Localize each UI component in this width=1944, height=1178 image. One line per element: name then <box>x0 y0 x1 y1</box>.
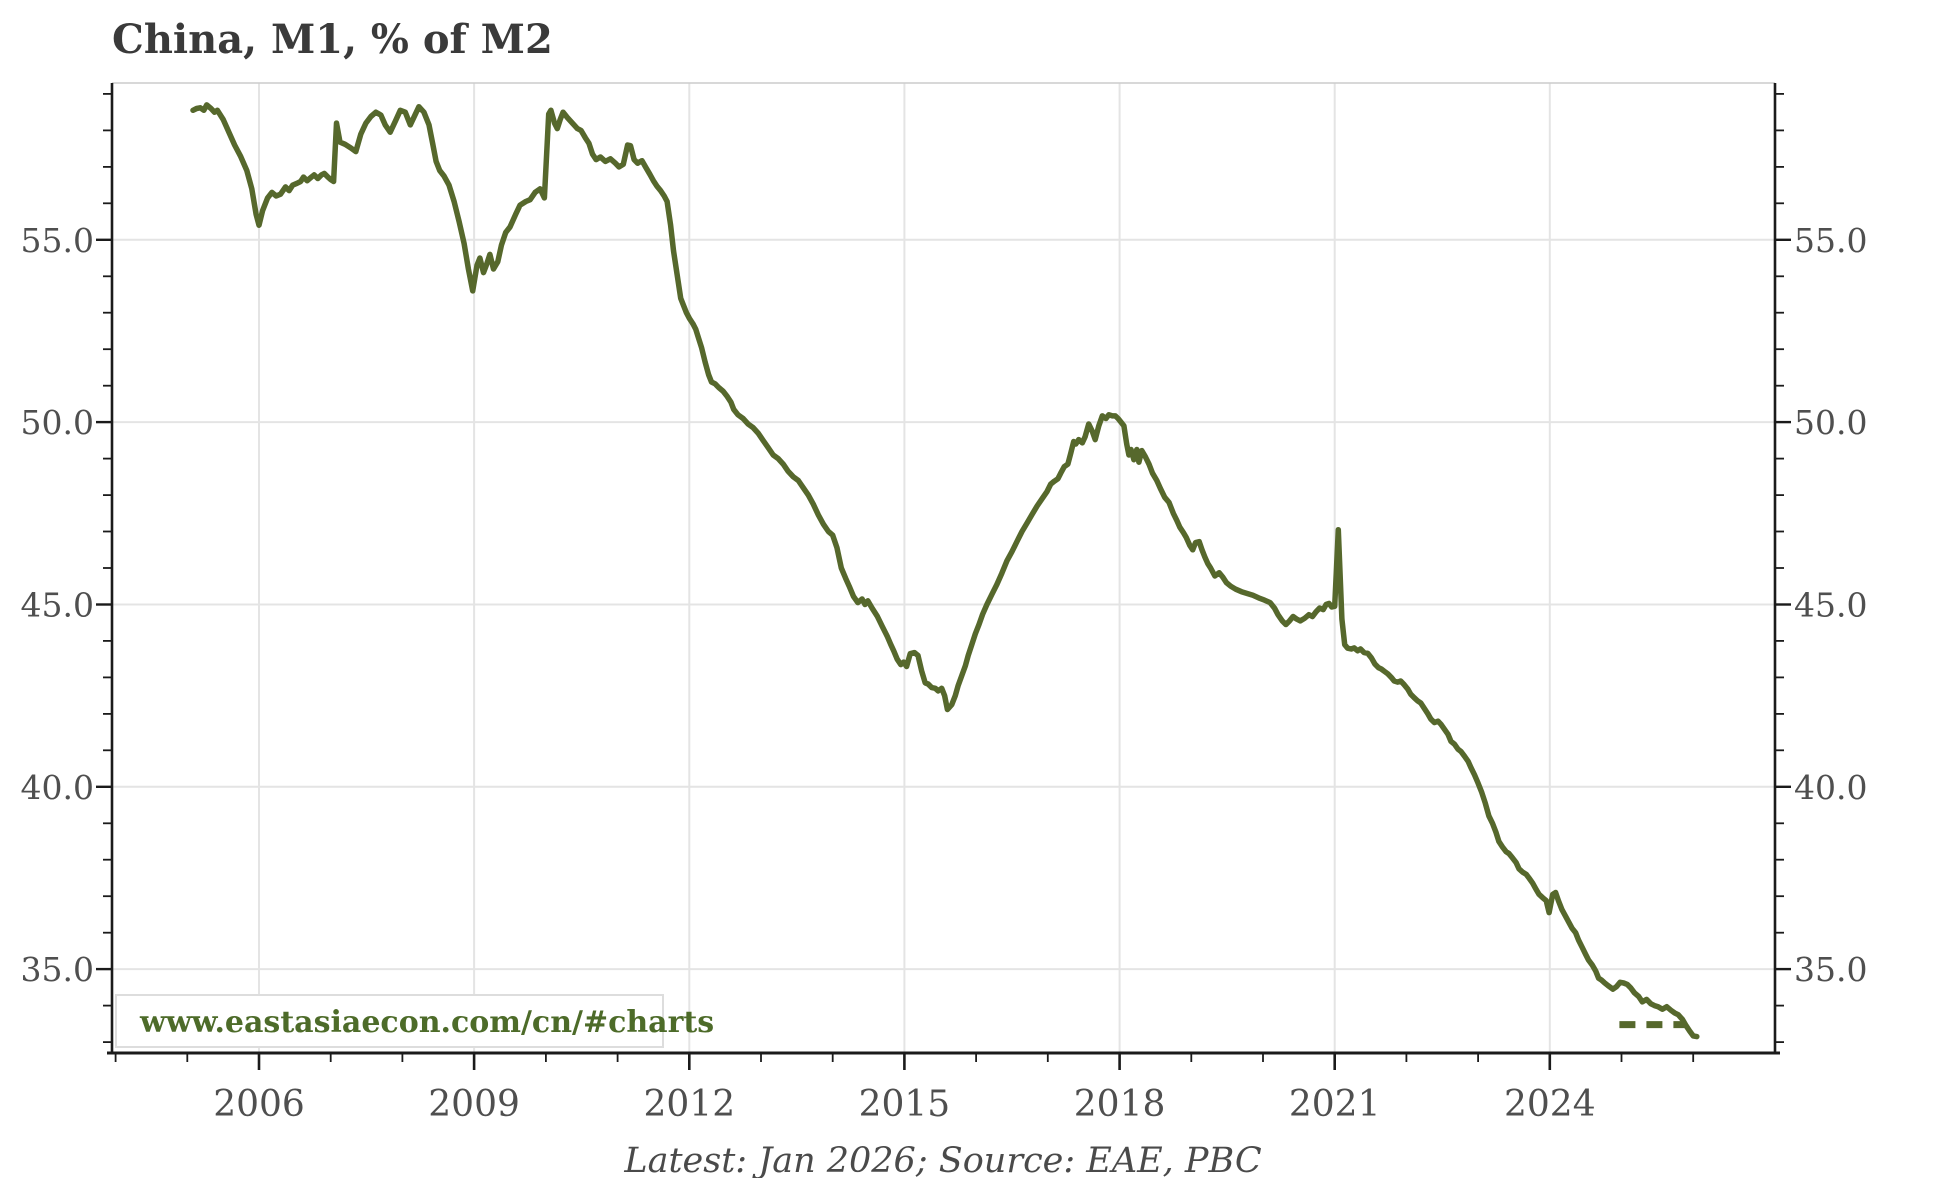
tick-labels: 35.0 35.0 40.0 40.0 45.0 45.0 50.0 50.0 55.0 55.0… <box>21 221 1868 1125</box>
x-tick-label: 2015 <box>859 1084 951 1125</box>
y-tick-label-left: 50.0 <box>21 403 94 442</box>
y-tick-label-left: 55.0 <box>21 221 94 260</box>
y-tick-label-left: 40.0 <box>21 768 94 807</box>
x-tick-label: 2009 <box>428 1084 520 1125</box>
x-tick-label: 2006 <box>213 1084 305 1125</box>
y-tick-label-right: 35.0 <box>1794 950 1867 989</box>
y-tick-label-left: 45.0 <box>21 586 94 625</box>
y-tick-label-right: 50.0 <box>1794 403 1867 442</box>
x-tick-label: 2024 <box>1504 1084 1596 1125</box>
x-tick-label: 2021 <box>1289 1084 1381 1125</box>
y-tick-label-left: 35.0 <box>21 950 94 989</box>
m1-m2-line <box>190 102 1700 1040</box>
data-series <box>190 102 1700 1040</box>
y-tick-label-right: 45.0 <box>1794 586 1867 625</box>
watermark: www.eastasiaecon.com/cn/#charts <box>115 994 714 1048</box>
axes-and-ticks <box>96 82 1791 1070</box>
chart-title: China, M1, % of M2 <box>112 16 553 63</box>
chart-caption: Latest: Jan 2026; Source: EAE, PBC <box>623 1141 1261 1178</box>
gridlines <box>112 83 1775 1053</box>
watermark-box <box>115 994 664 1048</box>
watermark-text: www.eastasiaecon.com/cn/#charts <box>139 1005 714 1040</box>
y-tick-label-right: 55.0 <box>1794 221 1867 260</box>
y-tick-label-right: 40.0 <box>1794 768 1867 807</box>
x-tick-label: 2012 <box>643 1084 735 1125</box>
x-tick-label: 2018 <box>1074 1084 1166 1125</box>
